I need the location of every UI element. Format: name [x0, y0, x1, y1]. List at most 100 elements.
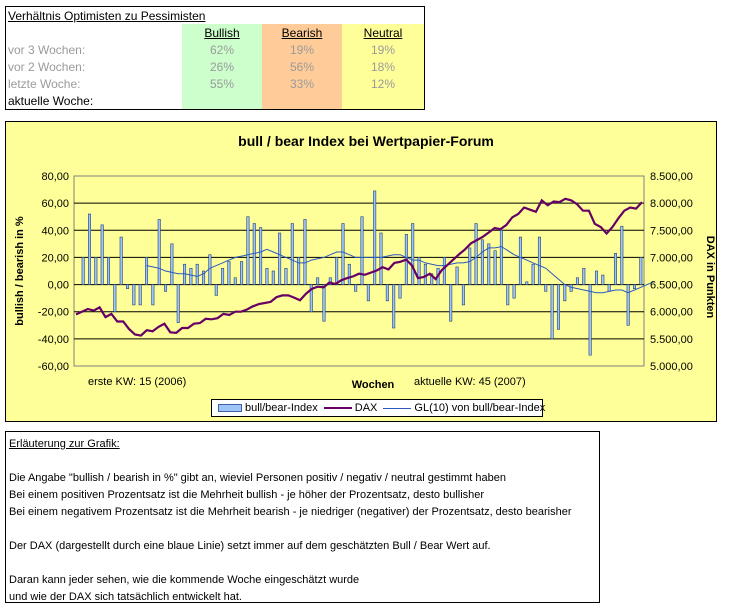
- cell-bearish: 56%: [262, 58, 342, 75]
- y2-tick-label: 5.500,00: [650, 334, 693, 346]
- bar: [411, 223, 415, 285]
- bar: [189, 267, 193, 285]
- bar: [594, 270, 598, 285]
- bar: [126, 284, 130, 289]
- explanation-line: Der DAX (dargestellt durch eine blaue Li…: [9, 540, 491, 552]
- bar: [512, 284, 516, 299]
- cell-bullish[interactable]: [182, 92, 262, 109]
- bar: [373, 190, 377, 285]
- dax-line: [75, 197, 643, 337]
- bar: [214, 284, 218, 296]
- cell-bullish: 55%: [182, 75, 262, 92]
- bar: [430, 273, 434, 285]
- bar: [601, 274, 605, 285]
- bar: [119, 236, 123, 285]
- bar: [240, 261, 244, 285]
- bar: [626, 284, 630, 326]
- chart-svg: bull / bear Index bei Wertpapier-Forum 8…: [14, 133, 716, 391]
- bar: [487, 243, 491, 285]
- line-swatch-icon: [383, 407, 412, 409]
- bar: [328, 277, 332, 285]
- row-label: vor 2 Wochen:: [8, 59, 86, 74]
- gridlines: [74, 202, 644, 340]
- header-neutral: Neutral: [342, 24, 424, 41]
- row-label: aktuelle Woche:: [8, 93, 94, 108]
- y2-tick-label: 6.000,00: [650, 307, 693, 319]
- bar: [499, 229, 503, 285]
- cell-neutral: 18%: [342, 58, 424, 75]
- y-tick-label: 0,00: [48, 280, 69, 292]
- y-tick-label: 40,00: [41, 225, 69, 237]
- y2-tick-label: 8.000,00: [650, 198, 693, 210]
- y-tick-label: 20,00: [41, 252, 69, 264]
- bar: [449, 284, 453, 322]
- bar: [164, 284, 168, 292]
- bar: [632, 284, 636, 289]
- bar: [398, 284, 402, 299]
- bar: [113, 284, 117, 313]
- chart-title: bull / bear Index bei Wertpapier-Forum: [238, 133, 494, 149]
- legend-item: bull/bear-Index: [218, 402, 318, 414]
- bar: [366, 284, 370, 302]
- y2-tick-label: 6.500,00: [650, 280, 693, 292]
- bar: [480, 239, 484, 285]
- bar: [493, 250, 497, 285]
- bar: [417, 257, 421, 285]
- table-row: vor 2 Wochen: 26% 56% 18%: [6, 58, 424, 75]
- bar: [506, 284, 510, 306]
- cell-neutral: 12%: [342, 75, 424, 92]
- gl10-line: [146, 246, 654, 294]
- bar: [322, 284, 326, 322]
- bar: [550, 284, 554, 340]
- bar: [354, 284, 358, 292]
- bar: [531, 263, 535, 285]
- cell-neutral: 19%: [342, 41, 424, 58]
- explanation-line: Daran kann jeder sehen, wie die kommende…: [9, 574, 360, 586]
- bar: [563, 284, 567, 302]
- bar: [88, 213, 92, 285]
- table-row: letzte Woche: 55% 33% 12%: [6, 75, 424, 92]
- bar: [278, 232, 282, 285]
- bar: [132, 284, 136, 306]
- line-swatch-icon: [323, 407, 352, 409]
- bar: [202, 270, 206, 285]
- bar: [341, 223, 345, 285]
- bar: [271, 270, 275, 285]
- bar: [392, 284, 396, 329]
- bar: [259, 227, 263, 285]
- bar: [183, 263, 187, 285]
- explanation-heading: Erläuterung zur Grafik:: [9, 438, 120, 450]
- bar: [607, 284, 611, 292]
- bar: [107, 257, 111, 285]
- y2-axis-title: DAX in Punkten: [704, 236, 716, 319]
- bar: [157, 219, 161, 285]
- bar: [582, 267, 586, 285]
- row-label: vor 3 Wochen:: [8, 42, 86, 57]
- cell-neutral[interactable]: [342, 92, 424, 109]
- legend-item: DAX: [323, 402, 378, 414]
- y-tick-label: -20,00: [38, 307, 69, 319]
- bar-series: [81, 190, 643, 356]
- right-axis-ticks: 8.500,00 8.000,00 7.500,00 7.000,00 6.500,00…: [650, 171, 693, 373]
- explanation-line: und wie der DAX sich tatsächlich entwick…: [9, 591, 242, 603]
- annotation-current-week: aktuelle KW: 45 (2007): [414, 376, 526, 388]
- header-bearish: Bearish: [262, 24, 342, 41]
- line-series: [75, 197, 654, 337]
- bar: [335, 257, 339, 285]
- bar: [385, 284, 389, 302]
- y-tick-label: -40,00: [38, 334, 69, 346]
- y-tick-label: -60,00: [38, 361, 69, 373]
- bar: [316, 277, 320, 285]
- bar: [620, 225, 624, 285]
- y-tick-label: 80,00: [41, 171, 69, 183]
- bar: [461, 284, 465, 306]
- sentiment-table: Verhältnis Optimisten zu Pessimisten Bul…: [5, 6, 425, 110]
- cell-bearish[interactable]: [262, 92, 342, 109]
- bar: [233, 277, 237, 285]
- bar: [303, 219, 307, 285]
- bar: [347, 263, 351, 285]
- bar: [221, 267, 225, 285]
- legend-label: DAX: [354, 402, 378, 414]
- bar: [151, 284, 155, 306]
- y2-tick-label: 5.000,00: [650, 361, 693, 373]
